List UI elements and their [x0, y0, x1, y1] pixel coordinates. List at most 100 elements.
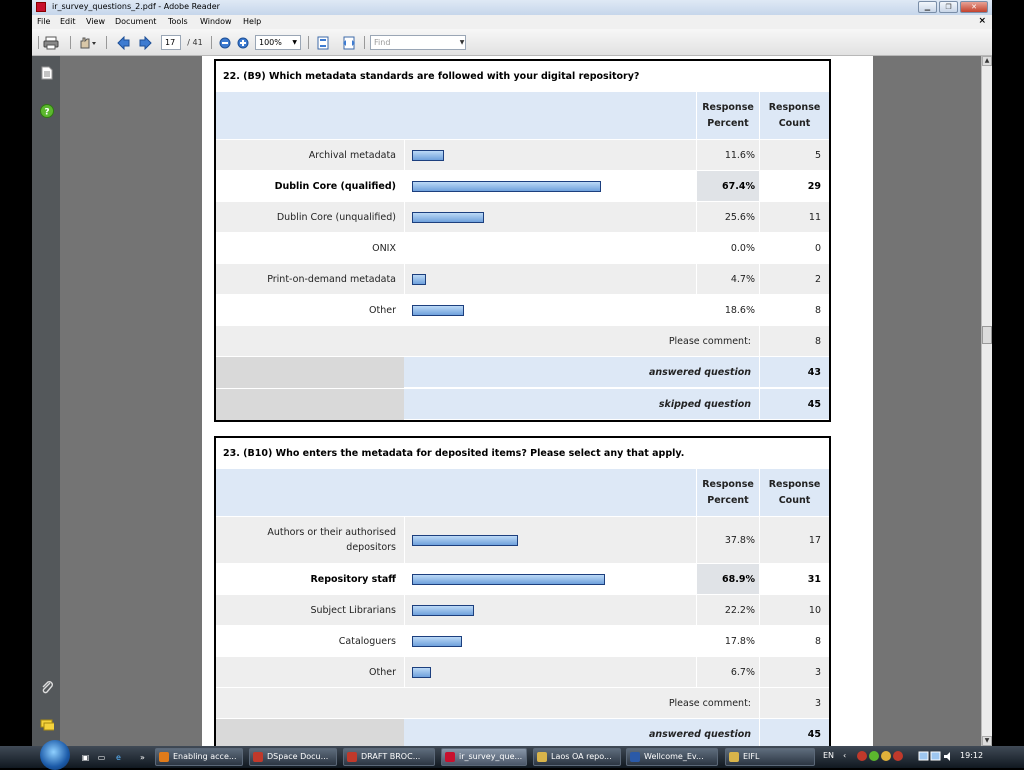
response-count: 17 — [759, 517, 829, 563]
language-indicator[interactable]: EN — [823, 751, 835, 760]
table-row: Other 18.6% 8 — [216, 294, 829, 325]
maximize-button[interactable]: ❐ — [939, 1, 958, 13]
answer-label: Repository staff — [310, 573, 396, 585]
zoom-out-icon[interactable] — [218, 35, 232, 50]
menu-document[interactable]: Document — [115, 17, 157, 26]
minimize-button[interactable]: ▁ — [918, 1, 937, 13]
question-title: 23. (B10) Who enters the metadata for de… — [223, 448, 685, 459]
toolbar-separator — [364, 36, 365, 49]
col-response-count: Response Count — [759, 92, 829, 139]
start-button[interactable] — [40, 740, 70, 770]
close-button[interactable]: ✕ — [960, 1, 988, 13]
hand-tool-icon[interactable] — [76, 35, 98, 50]
app-icon — [159, 752, 169, 762]
menu-help[interactable]: Help — [243, 17, 262, 26]
response-bar — [412, 180, 601, 192]
tray-icons[interactable] — [856, 750, 916, 765]
network-volume-icons[interactable] — [918, 750, 954, 765]
help-icon[interactable]: ? — [40, 104, 54, 118]
table-row: Dublin Core (qualified) 67.4% 29 — [216, 170, 829, 201]
menu-file[interactable]: File — [37, 17, 51, 26]
response-bar — [412, 534, 518, 546]
find-input[interactable]: Find — [370, 35, 466, 50]
col-response-count: Response Count — [759, 469, 829, 516]
menu-edit[interactable]: Edit — [60, 17, 76, 26]
taskbar-button[interactable]: Laos OA repo... — [533, 748, 621, 766]
attachment-icon[interactable] — [40, 680, 54, 694]
answer-label: Other — [369, 666, 396, 678]
document-area: 22. (B9) Which metadata standards are fo… — [60, 56, 981, 746]
zoom-level-input[interactable]: 100% ▼ — [255, 35, 301, 50]
app-icon — [253, 752, 263, 762]
comment-row: Please comment: 8 — [216, 325, 829, 356]
response-count: 0 — [759, 233, 829, 263]
menu-window[interactable]: Window — [200, 17, 232, 26]
taskbar-button-label: ir_survey_que... — [459, 752, 523, 761]
col-response-percent: Response Percent — [696, 92, 759, 139]
response-percent: 4.7% — [696, 264, 759, 294]
bar-cell — [404, 564, 696, 594]
comments-icon[interactable] — [40, 718, 54, 732]
bar-cell — [404, 657, 696, 687]
menu-bar: File Edit View Document Tools Window Hel… — [32, 15, 992, 29]
window-title: ir_survey_questions_2.pdf - Adobe Reader — [52, 2, 220, 11]
summary-block: answered question 45 — [216, 718, 829, 746]
bar-cell — [404, 517, 696, 563]
pages-icon[interactable] — [40, 66, 54, 80]
response-percent: 17.8% — [696, 626, 759, 656]
show-desktop-icon[interactable]: ▣ — [81, 752, 90, 762]
scroll-up-icon[interactable]: ▲ — [982, 56, 992, 66]
adobe-reader-icon — [36, 2, 46, 12]
page-number-input[interactable]: 17 — [161, 35, 181, 50]
bar-cell — [404, 140, 696, 170]
taskbar-button[interactable]: EIFL — [725, 748, 815, 766]
summary-spacer — [216, 719, 404, 746]
menu-view[interactable]: View — [86, 17, 105, 26]
answer-label: Dublin Core (qualified) — [274, 180, 396, 192]
windows-taskbar: ▣ ▭ e » Enabling acce... DSpace Docu... DR… — [0, 740, 1024, 770]
tray-expand-icon[interactable]: ‹ — [843, 751, 847, 760]
clock[interactable]: 19:12 — [960, 751, 984, 760]
taskbar-button[interactable]: Wellcome_Ev... — [626, 748, 718, 766]
internet-explorer-icon[interactable]: e — [116, 752, 121, 762]
table-row: Subject Librarians 22.2% 10 — [216, 594, 829, 625]
toolbar: 17 / 41 100% ▼ Find ▼ — [32, 29, 992, 56]
zoom-in-icon[interactable] — [236, 35, 250, 50]
response-count: 5 — [759, 140, 829, 170]
taskbar-button[interactable]: DRAFT BROC... — [343, 748, 435, 766]
menu-tools[interactable]: Tools — [168, 17, 188, 26]
answer-label: Subject Librarians — [310, 604, 396, 616]
scroll-down-icon[interactable]: ▼ — [982, 736, 992, 746]
table-row: Authors or their authorised depositors 37… — [216, 516, 829, 563]
find-dropdown-icon[interactable]: ▼ — [459, 39, 465, 46]
scroll-thumb[interactable] — [982, 326, 992, 344]
vertical-scrollbar[interactable]: ▲ ▼ — [981, 56, 992, 746]
response-percent: 68.9% — [696, 564, 759, 594]
taskbar-button[interactable]: Enabling acce... — [155, 748, 243, 766]
table-row: Dublin Core (unqualified) 25.6% 11 — [216, 201, 829, 232]
next-page-icon[interactable] — [138, 35, 154, 50]
comment-count: 3 — [759, 688, 829, 718]
taskbar-button[interactable]: ir_survey_que... — [441, 748, 527, 766]
fit-width-icon[interactable] — [341, 35, 357, 50]
app-icon — [630, 752, 640, 762]
close-document-button[interactable]: × — [978, 16, 986, 26]
toolbar-separator — [106, 36, 107, 49]
response-count: 8 — [759, 295, 829, 325]
fit-page-icon[interactable] — [315, 35, 331, 50]
pdf-page: 22. (B9) Which metadata standards are fo… — [202, 56, 873, 746]
response-percent: 37.8% — [696, 517, 759, 563]
print-icon[interactable] — [42, 35, 60, 50]
switch-windows-icon[interactable]: ▭ — [97, 752, 106, 762]
zoom-level-value: 100% — [259, 38, 282, 47]
previous-page-icon[interactable] — [115, 35, 131, 50]
taskbar-button[interactable]: DSpace Docu... — [249, 748, 337, 766]
table-row: Print-on-demand metadata 4.7% 2 — [216, 263, 829, 294]
answered-row: answered question 45 — [216, 718, 829, 746]
taskbar-button-label: EIFL — [743, 752, 760, 761]
chevron-down-icon[interactable]: ▼ — [292, 39, 297, 46]
quicklaunch-more[interactable]: » — [140, 752, 145, 762]
skipped-count: 45 — [759, 389, 829, 419]
adobe-reader-window: ir_survey_questions_2.pdf - Adobe Reader… — [32, 0, 992, 768]
answered-row: answered question 43 — [216, 356, 829, 387]
